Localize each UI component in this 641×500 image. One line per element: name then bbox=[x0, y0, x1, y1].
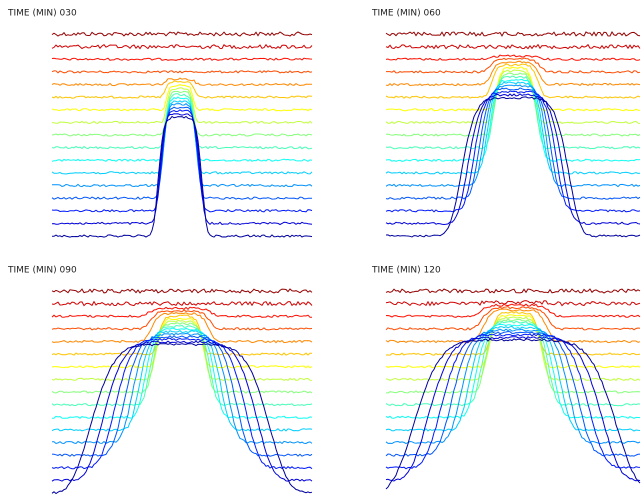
contour-line bbox=[52, 341, 312, 481]
contour-line bbox=[386, 32, 640, 36]
contour-line bbox=[386, 329, 640, 444]
contour-line bbox=[52, 32, 312, 36]
contour-line bbox=[52, 104, 312, 187]
contour-line bbox=[386, 289, 640, 293]
contour-panel bbox=[386, 32, 640, 237]
contour-line bbox=[52, 71, 312, 73]
contour-line bbox=[52, 58, 312, 60]
panel-label: TIME (MIN) 090 bbox=[7, 266, 77, 276]
contour-line bbox=[52, 302, 312, 306]
contour-line bbox=[52, 310, 312, 330]
contour-line bbox=[52, 289, 312, 293]
contour-line bbox=[386, 332, 640, 457]
contour-line bbox=[52, 114, 312, 225]
contour-panel bbox=[386, 289, 640, 489]
contour-line bbox=[52, 331, 312, 431]
contour-line bbox=[386, 64, 640, 98]
figure: TIME (MIN) 030 TIME (MIN) 060 TIME (MIN)… bbox=[0, 0, 641, 500]
contour-line bbox=[386, 307, 640, 330]
contour-line bbox=[386, 88, 640, 199]
contour-line bbox=[52, 334, 312, 444]
contour-line bbox=[386, 339, 640, 489]
contour-line bbox=[52, 101, 312, 174]
contour-line bbox=[386, 94, 640, 225]
contour-line bbox=[52, 313, 312, 343]
contour-line bbox=[52, 45, 312, 49]
panel-label: TIME (MIN) 030 bbox=[7, 9, 77, 19]
contour-line bbox=[52, 88, 312, 124]
contour-line bbox=[386, 97, 640, 237]
contour-panel bbox=[52, 32, 312, 237]
panel-label: TIME (MIN) 120 bbox=[371, 266, 441, 276]
contour-line bbox=[52, 338, 312, 469]
contour-line bbox=[386, 45, 640, 49]
contour-line bbox=[52, 323, 312, 393]
contour-line bbox=[386, 317, 640, 381]
contour-panel bbox=[52, 289, 312, 494]
panel-label: TIME (MIN) 060 bbox=[371, 9, 441, 19]
contour-line bbox=[386, 76, 640, 149]
contour-line bbox=[52, 325, 312, 405]
contour-line bbox=[386, 337, 640, 481]
contour-line bbox=[52, 97, 312, 161]
